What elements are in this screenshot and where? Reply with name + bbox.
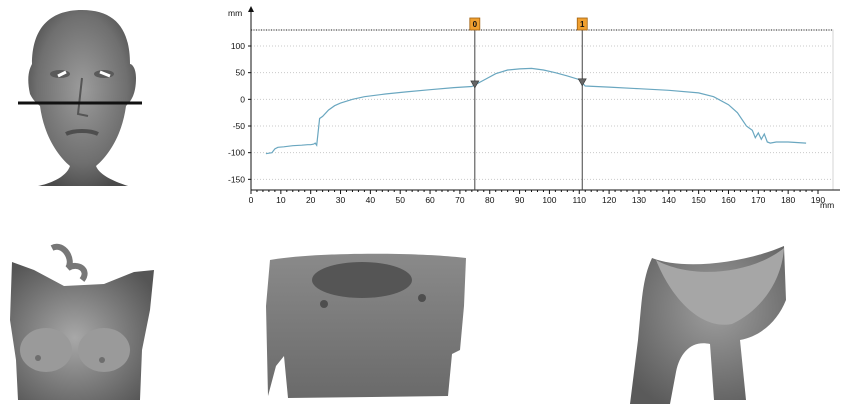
x-tick-label: 0 <box>249 195 254 205</box>
x-tick-label: 10 <box>276 195 286 205</box>
x-tick-label: 70 <box>455 195 465 205</box>
marker-tab <box>469 17 481 31</box>
x-tick-label: 190 <box>811 195 825 205</box>
marker-label: 1 <box>580 20 585 29</box>
x-tick-label: 150 <box>692 195 706 205</box>
female-torso-scan-image <box>10 243 154 400</box>
y-tick-label: 0 <box>240 94 245 104</box>
x-tick-label: 120 <box>602 195 616 205</box>
x-tick-label: 60 <box>425 195 435 205</box>
chart-axes <box>248 6 840 194</box>
y-tick-label: 50 <box>236 68 246 78</box>
x-tick-label: 170 <box>751 195 765 205</box>
x-tick-label: 30 <box>336 195 346 205</box>
marker-point <box>577 78 587 87</box>
x-tick-label: 90 <box>515 195 525 205</box>
x-tick-label: 80 <box>485 195 495 205</box>
marker-point <box>470 80 480 89</box>
y-axis-arrow <box>248 6 254 12</box>
x-tick-label: 100 <box>542 195 556 205</box>
y-tick-label: -50 <box>233 121 246 131</box>
x-tick-label: 110 <box>572 195 586 205</box>
marker-label: 0 <box>473 20 478 29</box>
x-tick-label: 140 <box>662 195 676 205</box>
y-tick-labels: 100 50 0 -50 -100 -150 <box>228 41 245 184</box>
x-tick-label: 180 <box>781 195 795 205</box>
x-tick-labels: 0 10 20 30 40 50 60 70 80 90 100 110 120 130 140 150 160… <box>249 195 826 205</box>
y-tick-label: -150 <box>228 174 245 184</box>
male-torso-scan-image <box>266 253 466 398</box>
x-tick-label: 40 <box>366 195 376 205</box>
x-tick-label: 50 <box>395 195 405 205</box>
y-tick-label: 100 <box>231 41 245 51</box>
x-axis-unit: mm <box>820 200 834 210</box>
x-tick-label: 160 <box>721 195 735 205</box>
y-tick-label: -100 <box>228 148 245 158</box>
x-tick-label: 20 <box>306 195 316 205</box>
y-axis-unit: mm <box>228 8 242 18</box>
x-tick-label: 130 <box>632 195 646 205</box>
hips-scan-image <box>630 246 786 404</box>
face-scan-image <box>18 10 142 186</box>
marker-tab <box>576 17 588 31</box>
chart-series <box>265 67 807 155</box>
series-line <box>265 67 807 155</box>
chart-grid <box>251 29 833 180</box>
